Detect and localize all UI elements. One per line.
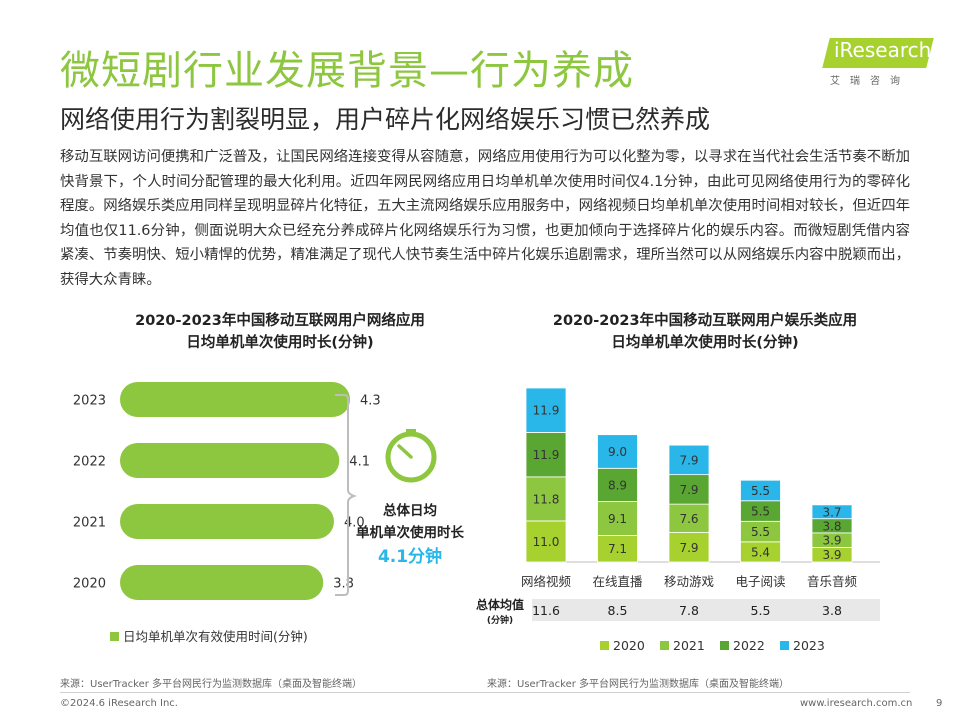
stack-segment xyxy=(525,476,567,522)
segment-label: 3.9 xyxy=(822,534,841,548)
avg-callout: 总体日均 单机单次使用时长 4.1分钟 xyxy=(345,500,475,570)
category-label: 音乐音频 xyxy=(807,574,858,589)
summary-value: 3.8 xyxy=(822,603,842,618)
segment-label: 3.8 xyxy=(822,519,841,533)
stack-segment xyxy=(668,474,710,505)
left-value-label: 4.0 xyxy=(344,516,365,531)
segment-label: 11.0 xyxy=(533,535,560,549)
summary-value: 7.8 xyxy=(679,603,699,618)
left-chart-title-line2: 日均单机单次使用时长(分钟) xyxy=(186,335,374,351)
right-chart-title-line1: 2020-2023年中国移动互联网用户娱乐类应用 xyxy=(552,313,858,329)
stack-segment xyxy=(668,503,710,533)
left-category-label: 2021 xyxy=(73,516,106,531)
left-value-label: 4.1 xyxy=(349,455,370,470)
summary-value: 8.5 xyxy=(608,603,628,618)
stack-segment xyxy=(597,467,638,502)
left-legend-label: 日均单机单次有效使用时间(分钟) xyxy=(123,629,308,644)
segment-label: 7.9 xyxy=(679,541,698,555)
footer-divider xyxy=(60,692,910,693)
gauge-graphic xyxy=(335,394,437,596)
category-label: 网络视频 xyxy=(521,574,572,589)
bracket xyxy=(335,394,358,596)
segment-label: 5.5 xyxy=(751,505,770,519)
category-label: 移动游戏 xyxy=(664,574,714,589)
segment-label: 5.5 xyxy=(751,484,770,498)
legend-swatch xyxy=(110,632,119,641)
segment-label: 9.1 xyxy=(608,512,627,526)
segment-label: 9.0 xyxy=(608,445,627,459)
footer-url: www.iresearch.com.cn xyxy=(800,698,913,709)
clock-icon xyxy=(385,429,437,483)
segment-label: 3.7 xyxy=(822,505,841,519)
stack-segment xyxy=(740,479,781,502)
segment-label: 7.1 xyxy=(608,542,627,556)
segment-label: 5.5 xyxy=(751,525,770,539)
right-chart-title: 2020-2023年中国移动互联网用户娱乐类应用 日均单机单次使用时长(分钟) xyxy=(500,310,910,354)
stack-segment xyxy=(525,387,567,433)
left-bar xyxy=(120,382,350,417)
logo-text: iResearch xyxy=(834,38,932,62)
right-chart-title-line2: 日均单机单次使用时长(分钟) xyxy=(611,335,799,351)
left-bar xyxy=(120,504,334,539)
segment-label: 7.9 xyxy=(679,453,698,467)
segment-label: 11.8 xyxy=(533,492,560,506)
left-bar xyxy=(120,565,324,600)
footer-page: 9 xyxy=(936,698,943,709)
right-legend: 2020 2021 2022 2023 xyxy=(600,638,920,654)
left-legend: 日均单机单次有效使用时间(分钟) xyxy=(110,626,308,645)
source-left: 来源：UserTracker 多平台网民行为监测数据库（桌面及智能终端） xyxy=(60,679,363,690)
stack-segment xyxy=(811,504,853,520)
stack-segment xyxy=(597,501,638,536)
callout-line2: 单机单次使用时长 xyxy=(356,525,464,541)
stack-segment xyxy=(525,520,567,563)
left-chart-title-line1: 2020-2023年中国移动互联网用户网络应用 xyxy=(135,313,425,329)
stacked-bar-chart: 11.0 11.8 11.9 11.9 网络视频 7.1 9.1 8.9 9.0 在线直播 7.9 7… xyxy=(476,387,880,626)
stack-segment xyxy=(525,432,567,478)
left-bar xyxy=(120,443,340,478)
segment-label: 8.9 xyxy=(608,478,627,492)
category-label: 电子阅读 xyxy=(735,574,785,589)
summary-row-bg xyxy=(532,599,880,621)
left-value-label: 4.3 xyxy=(360,394,381,409)
segment-label: 7.6 xyxy=(679,512,698,526)
left-category-label: 2023 xyxy=(73,394,106,409)
segment-label: 11.9 xyxy=(533,448,560,462)
intro-paragraph: 移动互联网访问便携和广泛普及，让国民网络连接变得从容随意，网络应用使用行为可以化… xyxy=(60,149,910,288)
logo-cn: 艾瑞咨询 xyxy=(830,76,910,87)
summary-value: 11.6 xyxy=(532,603,560,618)
segment-label: 5.4 xyxy=(751,545,770,559)
summary-unit: (分钟) xyxy=(487,614,513,626)
summary-label: 总体均值 xyxy=(476,597,524,612)
left-chart-title: 2020-2023年中国移动互联网用户网络应用 日均单机单次使用时长(分钟) xyxy=(100,310,460,354)
page-subtitle: 网络使用行为割裂明显，用户碎片化网络娱乐习惯已然养成 xyxy=(60,105,711,134)
legend-2021: 2021 xyxy=(660,638,705,653)
callout-line1: 总体日均 xyxy=(383,503,437,519)
stack-segment xyxy=(668,444,710,476)
segment-label: 7.9 xyxy=(679,483,698,497)
summary-value: 5.5 xyxy=(751,603,771,618)
source-right: 来源：UserTracker 多平台网民行为监测数据库（桌面及智能终端） xyxy=(487,679,790,690)
left-category-label: 2020 xyxy=(73,577,106,592)
segment-label: 3.9 xyxy=(822,548,841,562)
iresearch-logo: iResearch 艾瑞咨询 xyxy=(822,30,936,87)
category-label: 在线直播 xyxy=(592,574,643,589)
callout-value: 4.1分钟 xyxy=(377,547,443,567)
legend-2022: 2022 xyxy=(720,638,765,653)
footer-copyright: ©2024.6 iResearch Inc. xyxy=(60,698,178,709)
segment-label: 11.9 xyxy=(533,404,560,418)
legend-2020: 2020 xyxy=(600,638,645,653)
page-title: 微短剧行业发展背景—行为养成 xyxy=(60,48,634,94)
stack-segment xyxy=(597,434,638,469)
legend-2023: 2023 xyxy=(780,638,825,653)
left-category-label: 2022 xyxy=(73,455,106,470)
